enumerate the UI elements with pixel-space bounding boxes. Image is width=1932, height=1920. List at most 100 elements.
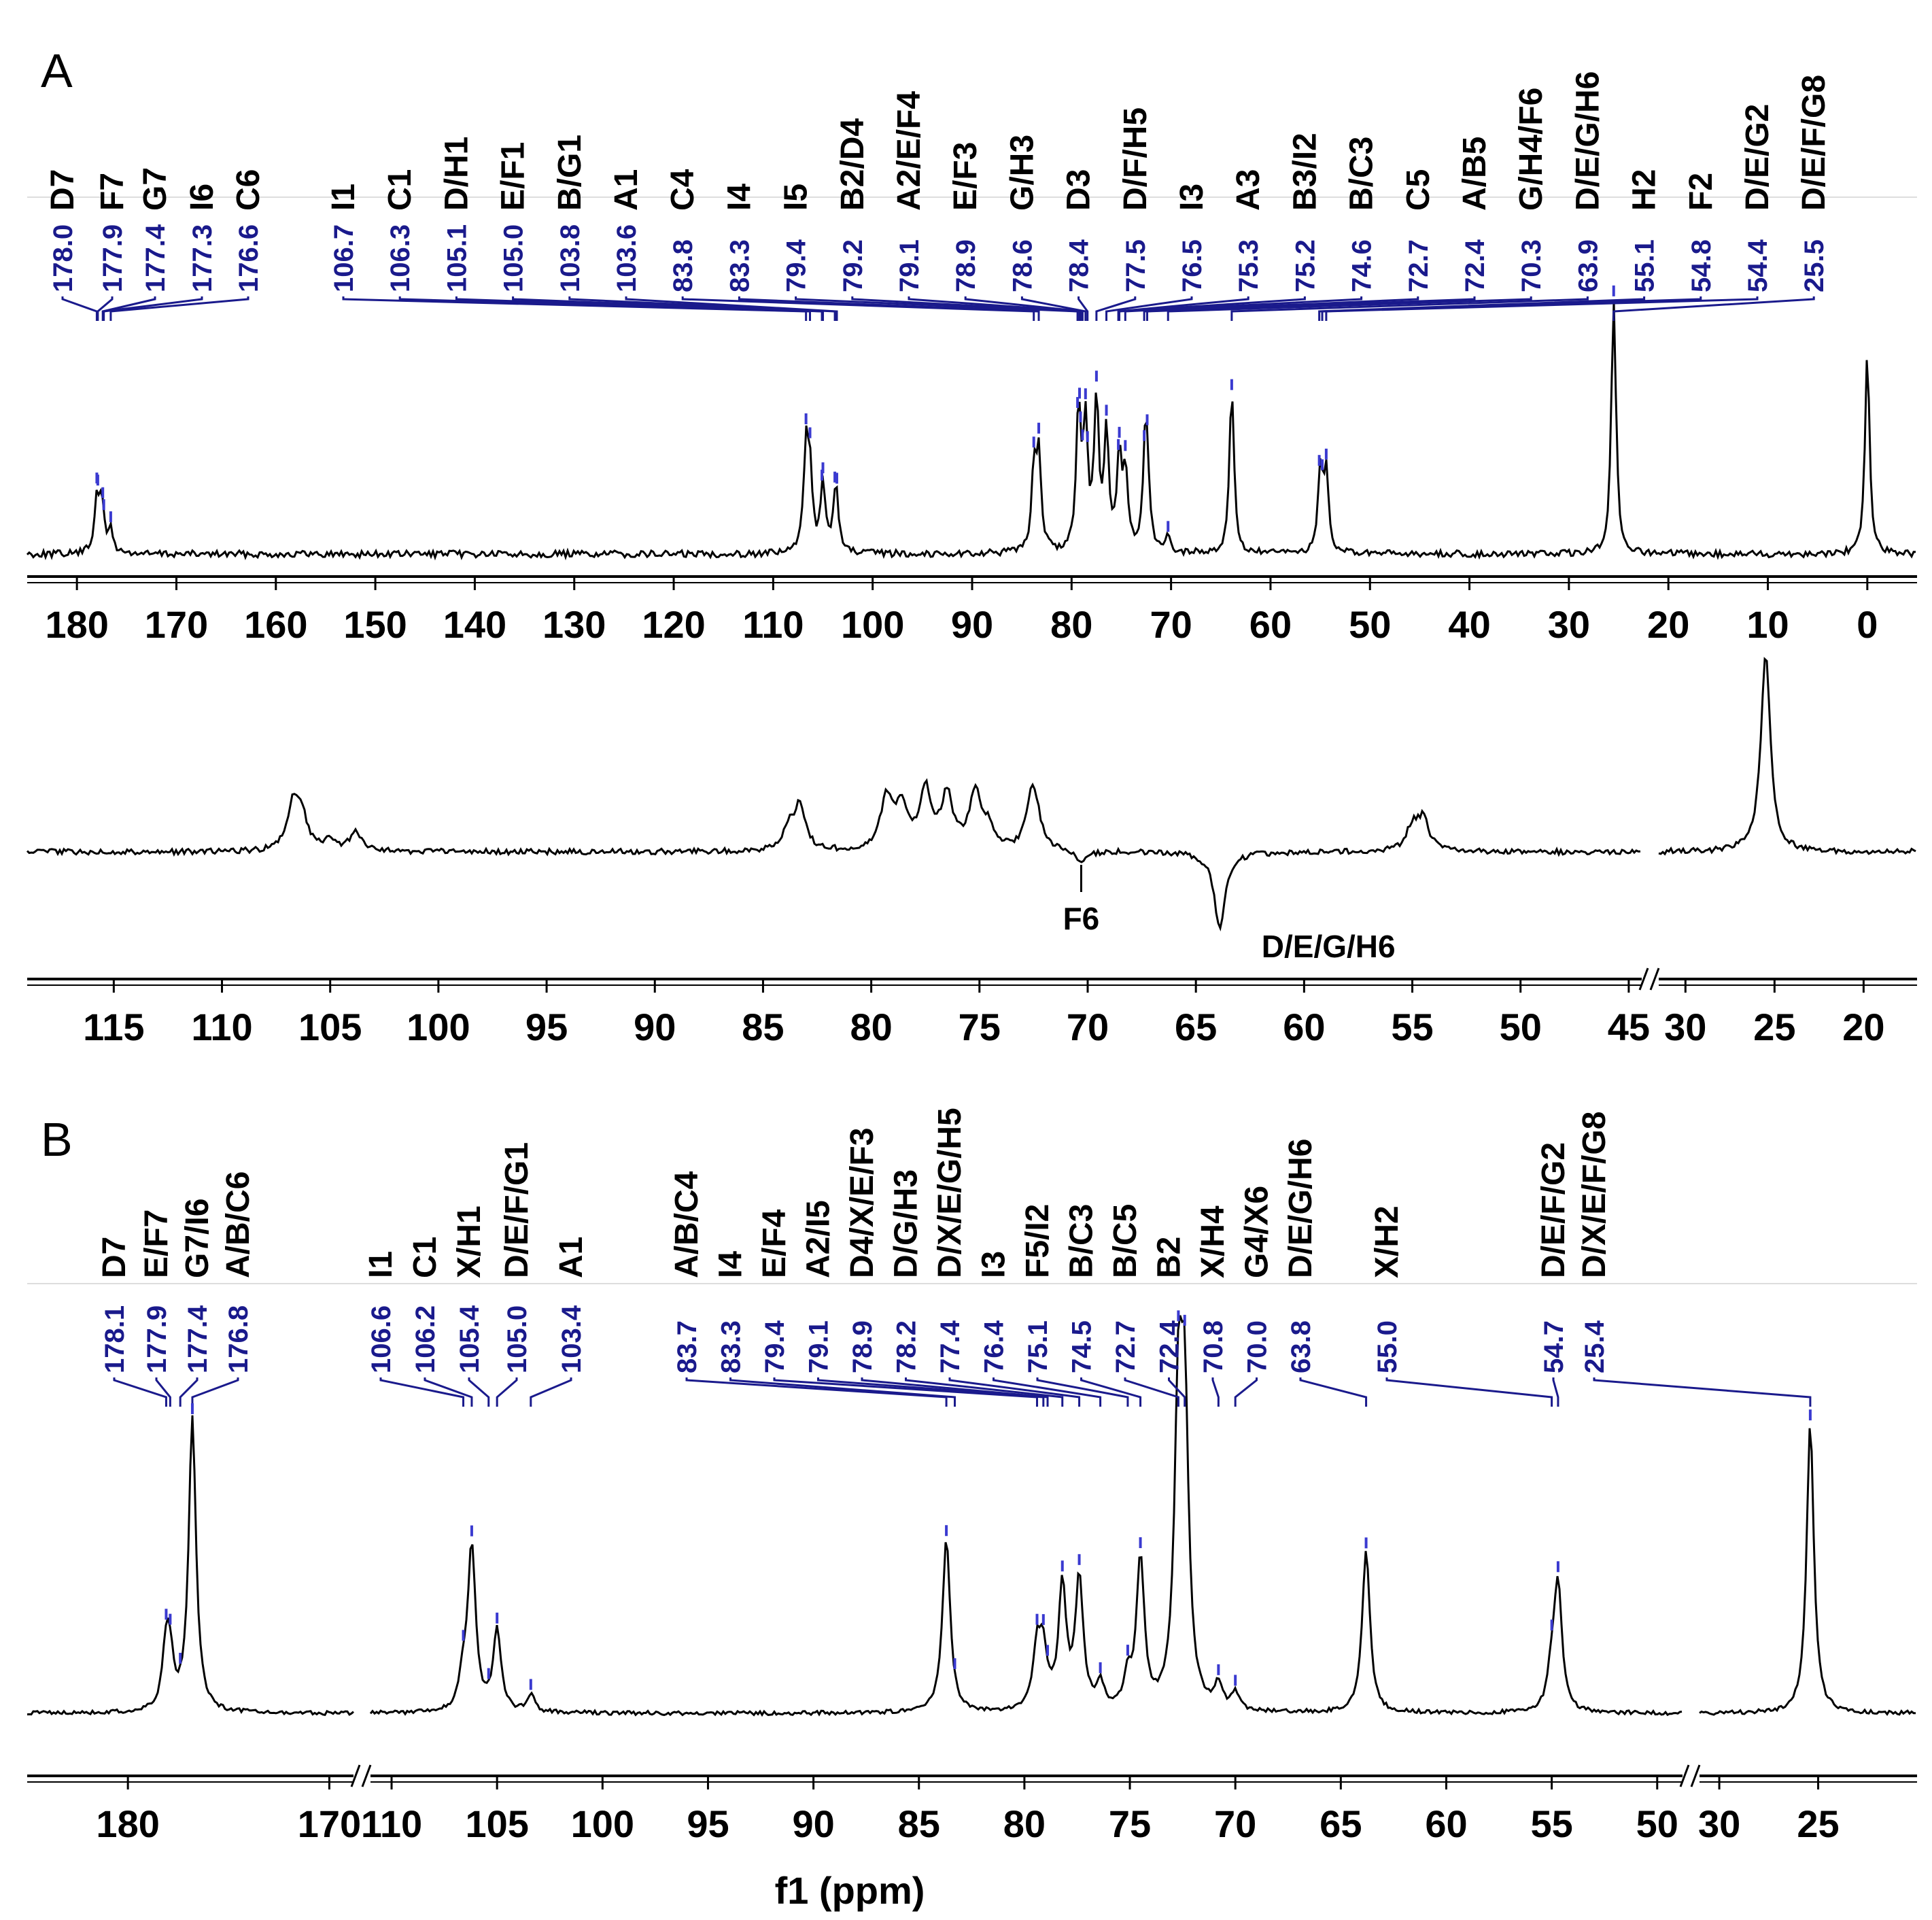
chemical-shift-label: 75.2 xyxy=(1290,239,1320,292)
tick-label: 100 xyxy=(571,1802,634,1845)
chemical-shift-label: 83.3 xyxy=(725,239,755,292)
peak-label-connector xyxy=(625,296,838,321)
peak-label-connector xyxy=(1036,1377,1129,1407)
peak-assignment-label: A1 xyxy=(608,169,644,211)
peak-assignment-label: G7/I6 xyxy=(179,1199,215,1278)
peak-label-connector xyxy=(61,296,98,321)
peak-label-connector xyxy=(1612,296,1815,321)
peak-label-connector xyxy=(1095,296,1137,321)
peak-assignment-label: I4 xyxy=(713,1251,749,1278)
tick-label: 95 xyxy=(525,1006,568,1048)
peak-label-connector xyxy=(191,1377,239,1407)
annotation-dgh6: D/E/G/H6 xyxy=(1262,929,1396,964)
peak-label-connector xyxy=(1211,1377,1220,1407)
tick-label: 100 xyxy=(407,1006,470,1048)
chemical-shift-label: 78.4 xyxy=(1065,239,1094,292)
peak-assignment-label: G/H3 xyxy=(1004,135,1040,211)
chemical-shift-label: 70.0 xyxy=(1243,1320,1273,1373)
chemical-shift-label: 70.3 xyxy=(1517,239,1547,292)
peak-label-connector xyxy=(1234,1377,1258,1407)
chemical-shift-label: 70.8 xyxy=(1198,1320,1228,1373)
peak-label-connector xyxy=(1105,296,1193,321)
peak-label-connector xyxy=(1080,1377,1142,1407)
tick-label: 180 xyxy=(96,1802,159,1845)
chemical-shift-label: 177.9 xyxy=(98,224,128,292)
peak-assignment-label: B2/D4 xyxy=(835,118,871,211)
peak-assignment-label: C1 xyxy=(407,1237,443,1278)
chemical-shift-label: 105.0 xyxy=(499,224,529,292)
chemical-shift-label: 105.4 xyxy=(455,1305,485,1373)
peak-assignment-label: B/C3 xyxy=(1344,137,1380,211)
annotation-f6: F6 xyxy=(1063,901,1100,936)
panel-a: 180 170 160 150 140 130 120 110 100 90 80 70 60 50 40 3… xyxy=(26,71,1917,646)
chemical-shift-label: 77.4 xyxy=(935,1320,965,1373)
peak-assignment-label: D/X/E/F/G8 xyxy=(1576,1112,1612,1278)
chemical-shift-label: 76.5 xyxy=(1177,239,1207,292)
tick-label: 50 xyxy=(1349,603,1391,646)
chemical-shift-label: 176.6 xyxy=(234,224,264,292)
tick-label: 45 xyxy=(1608,1006,1650,1048)
chemical-shift-label: 176.8 xyxy=(224,1305,254,1373)
peak-assignment-label: X/H1 xyxy=(451,1205,487,1278)
tick-label: 70 xyxy=(1067,1006,1109,1048)
tick-label: 120 xyxy=(642,603,705,646)
chemical-shift-label: 105.1 xyxy=(442,224,472,292)
peak-label-connector xyxy=(773,1377,1039,1407)
peak-assignment-label: D/E/G2 xyxy=(1740,104,1776,211)
peak-label-connector xyxy=(424,1377,473,1407)
chemical-shift-label: 79.1 xyxy=(804,1320,834,1373)
tick-label: 65 xyxy=(1319,1802,1362,1845)
chemical-shift-label: 54.7 xyxy=(1539,1320,1569,1373)
peak-label-connector xyxy=(109,296,249,321)
peak-label-connector xyxy=(964,296,1084,321)
peak-assignment-label: B/C3 xyxy=(1064,1204,1100,1278)
tick-label: 30 xyxy=(1698,1802,1740,1845)
tick-label: 55 xyxy=(1530,1802,1572,1845)
peak-assignment-label: D/F/H5 xyxy=(1118,107,1154,211)
peak-label-connector xyxy=(817,1377,1045,1407)
chemical-shift-label: 106.6 xyxy=(366,1305,396,1373)
chemical-shift-label: 55.1 xyxy=(1630,239,1660,292)
peak-assignment-label: I3 xyxy=(1174,184,1210,211)
peak-label-connector xyxy=(568,296,836,321)
peak-label-connector xyxy=(795,296,1079,321)
peak-assignment-label: A2/I5 xyxy=(801,1200,837,1278)
chemical-shift-label: 106.3 xyxy=(385,224,415,292)
tick-label: 85 xyxy=(742,1006,784,1048)
chemical-shift-label: 103.6 xyxy=(612,224,642,292)
peak-label-connector xyxy=(97,296,114,321)
tick-label: 105 xyxy=(298,1006,362,1048)
tick-label: 80 xyxy=(1003,1802,1046,1845)
tick-label: 25 xyxy=(1797,1802,1839,1845)
peak-label-connector xyxy=(1593,1377,1812,1407)
peak-label-connector xyxy=(738,296,1040,321)
tick-label: 80 xyxy=(1050,603,1092,646)
chemical-shift-label: 103.4 xyxy=(557,1305,587,1373)
peak-label-connector xyxy=(905,1377,1064,1407)
peak-assignment-label: C5 xyxy=(1400,169,1436,211)
tick-label: 110 xyxy=(742,603,804,646)
chemical-shift-label: 25.5 xyxy=(1799,239,1829,292)
chemical-shift-label: 177.9 xyxy=(142,1305,172,1373)
peak-assignment-label: B3/I2 xyxy=(1287,133,1323,211)
tick-label: 95 xyxy=(687,1802,729,1845)
chemical-shift-label: 178.1 xyxy=(100,1305,130,1373)
chemical-shift-label: 76.4 xyxy=(980,1320,1010,1373)
chemical-shift-label: 177.4 xyxy=(141,224,171,292)
spectrum-trace xyxy=(27,1415,354,1716)
chemical-shift-label: 177.4 xyxy=(183,1305,213,1373)
peak-label-connector xyxy=(468,1377,490,1407)
peak-label-connector xyxy=(1077,296,1089,321)
peak-assignment-label: D/G/H3 xyxy=(889,1169,925,1278)
chemical-shift-label: 79.1 xyxy=(895,239,925,292)
chemical-shift-label: 79.4 xyxy=(760,1320,790,1373)
chemical-shift-label: 83.7 xyxy=(672,1320,702,1373)
peak-assignment-label: G4/X6 xyxy=(1239,1186,1275,1278)
chemical-shift-label: 74.6 xyxy=(1347,239,1377,292)
peak-label-connector xyxy=(1124,296,1363,321)
peak-assignment-label: I1 xyxy=(363,1251,399,1278)
tick-label: 115 xyxy=(83,1006,144,1048)
x-axis-title: f1 (ppm) xyxy=(775,1869,925,1912)
tick-label: 90 xyxy=(634,1006,676,1048)
tick-label: 70 xyxy=(1214,1802,1256,1845)
